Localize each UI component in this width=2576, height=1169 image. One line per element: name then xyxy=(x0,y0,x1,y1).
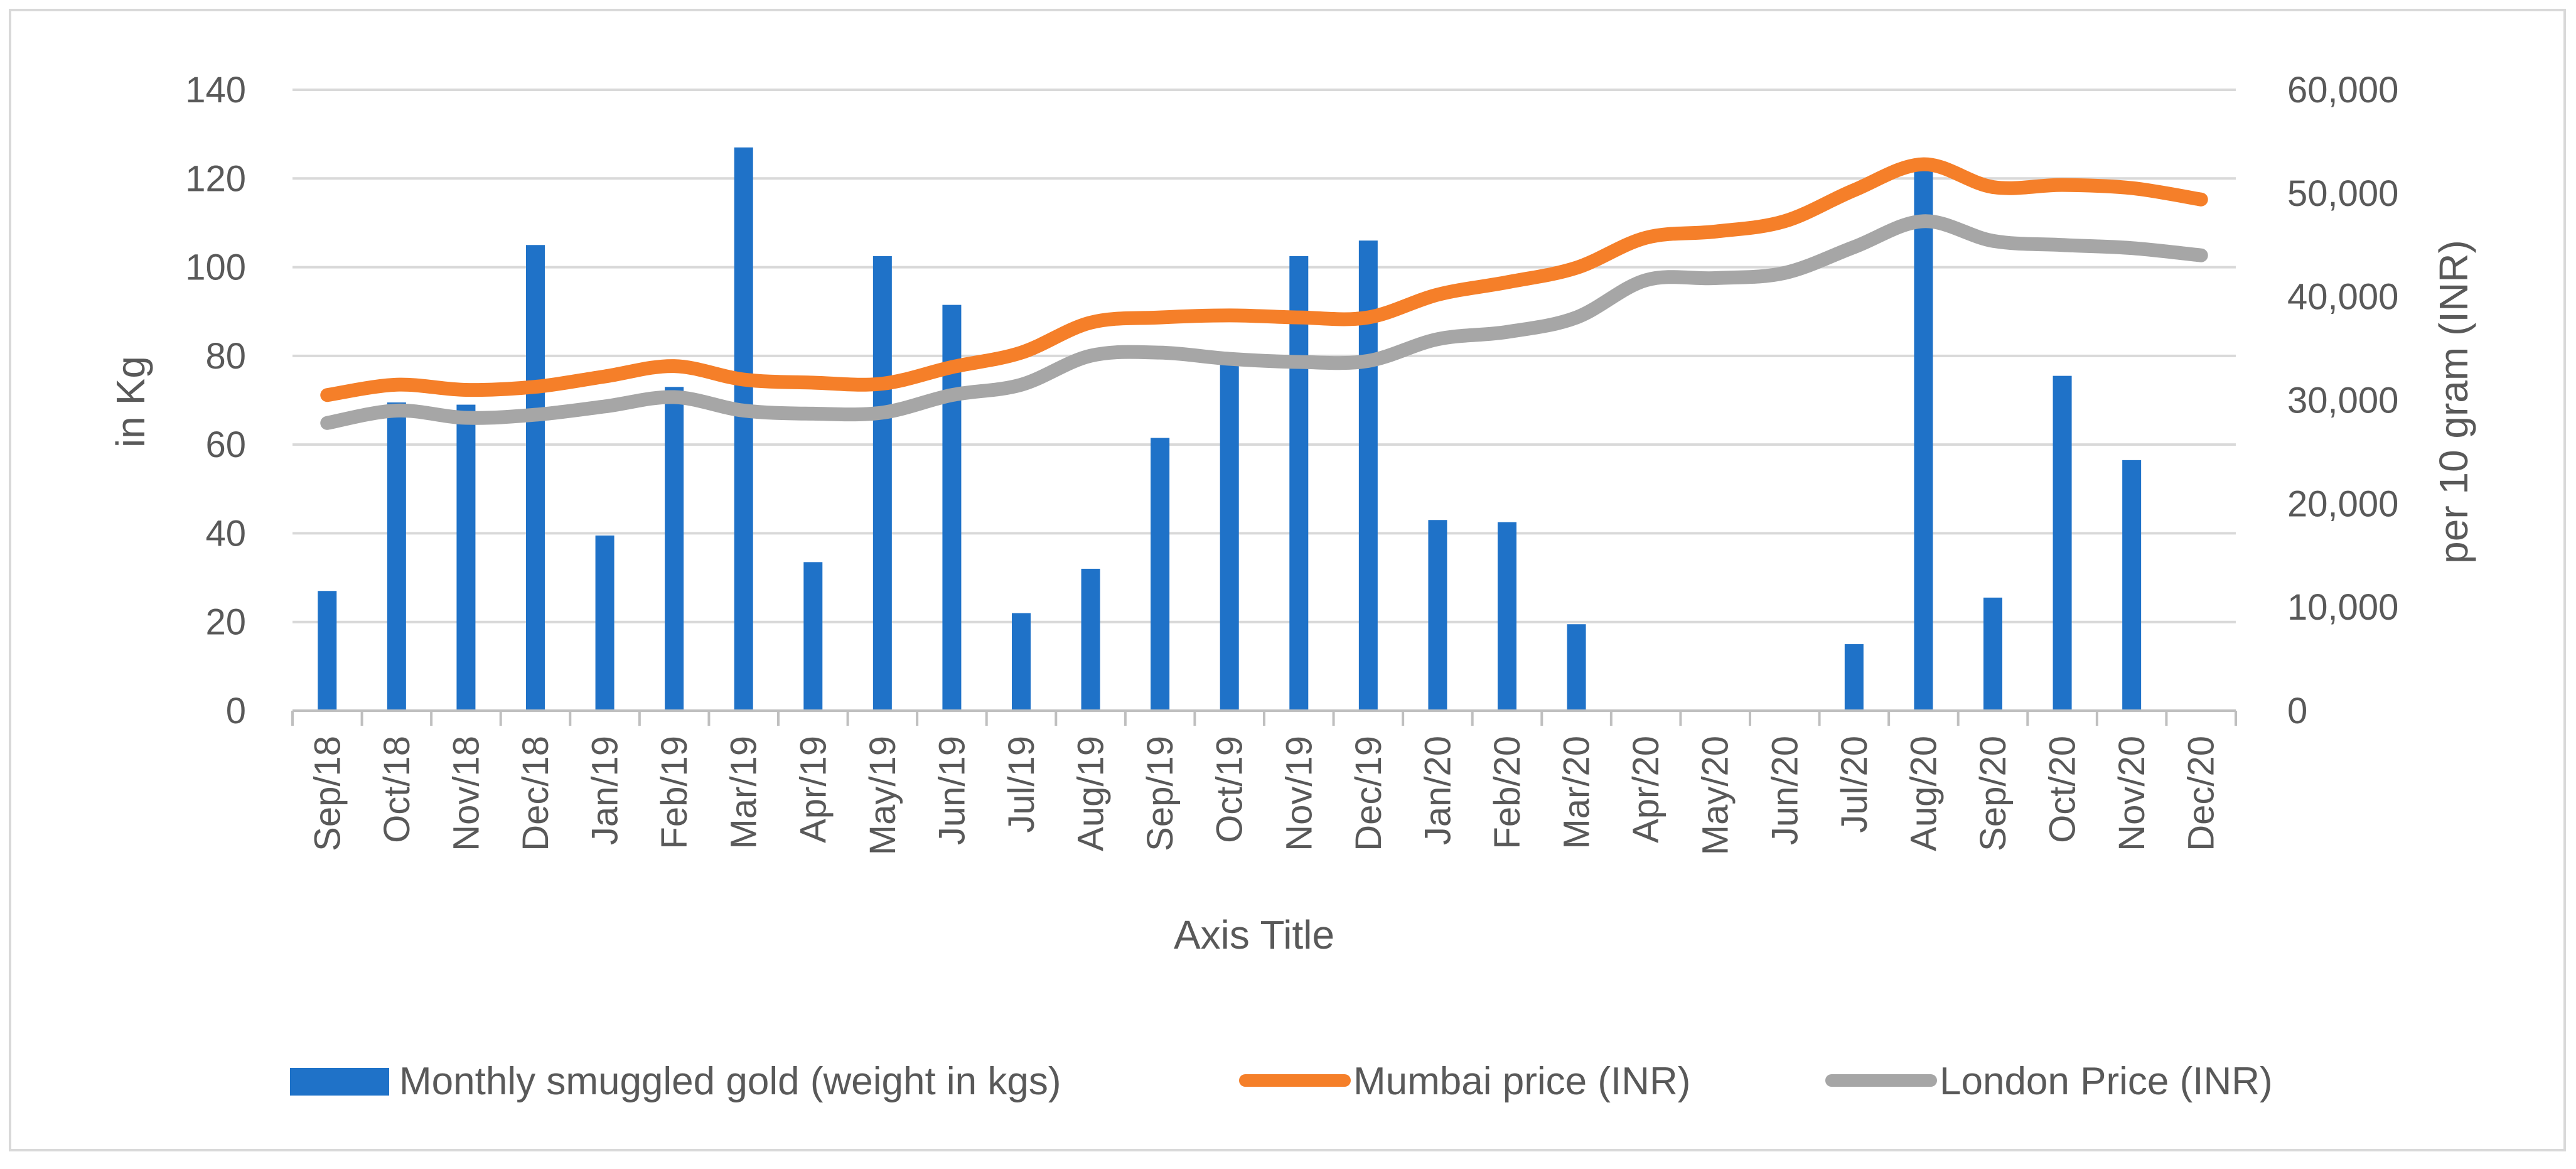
x-tick-label: Dec/20 xyxy=(2181,736,2222,851)
x-tick-label: Aug/19 xyxy=(1071,736,1112,851)
bar-smuggled-gold xyxy=(318,591,337,711)
bar-smuggled-gold xyxy=(1983,597,2002,711)
y-right-tick-label: 20,000 xyxy=(2287,483,2398,524)
bar-smuggled-gold xyxy=(2122,460,2142,711)
x-tick-label: May/20 xyxy=(1695,736,1736,855)
x-tick-label: Nov/20 xyxy=(2112,736,2152,851)
legend-label-mumbai-price: Mumbai price (INR) xyxy=(1353,1060,1690,1103)
x-tick-label: Dec/18 xyxy=(515,736,556,851)
y-axis-left-title: in Kg xyxy=(108,356,153,448)
y-axis-right-title: per 10 gram (INR) xyxy=(2431,240,2476,564)
x-tick-label: Jan/20 xyxy=(1417,736,1458,845)
line-series xyxy=(320,157,2208,430)
x-tick-label: Jun/19 xyxy=(931,736,972,845)
chart-svg: 0 20 40 60 80 100 120 140 0 10,000 20,000 30,000 40,… xyxy=(108,70,2476,1103)
bar-smuggled-gold xyxy=(1498,522,1516,711)
bar-smuggled-gold xyxy=(387,402,406,711)
x-tick-label: Apr/20 xyxy=(1626,736,1666,843)
bar-smuggled-gold xyxy=(1220,362,1239,711)
legend-item-smuggled-gold: Monthly smuggled gold (weight in kgs) xyxy=(290,1060,1061,1103)
x-tick-label: Jun/20 xyxy=(1764,736,1805,845)
y-right-tick-label: 30,000 xyxy=(2287,380,2398,421)
x-tick-label: Nov/18 xyxy=(446,736,486,851)
x-tick-label: Jan/19 xyxy=(585,736,626,845)
legend-swatch-bar xyxy=(290,1068,389,1096)
x-tick-label: Nov/19 xyxy=(1279,736,1319,851)
x-tick-label: Jul/19 xyxy=(1001,736,1042,833)
y-left-tick-label: 0 xyxy=(226,691,246,731)
bar-smuggled-gold xyxy=(872,256,892,711)
bar-smuggled-gold xyxy=(734,147,753,711)
bar-smuggled-gold xyxy=(1428,520,1447,711)
x-tick-label: Feb/19 xyxy=(654,736,695,849)
x-tick-label: Oct/19 xyxy=(1210,736,1250,843)
y-left-tick-label: 140 xyxy=(185,70,246,110)
legend: Monthly smuggled gold (weight in kgs) Mu… xyxy=(290,1060,2273,1103)
bar-smuggled-gold xyxy=(803,562,823,711)
x-tick-label: Feb/20 xyxy=(1487,736,1528,849)
axes xyxy=(291,709,2237,726)
x-tick-label: Mar/20 xyxy=(1557,736,1597,849)
gridlines xyxy=(292,89,2236,623)
y-left-tick-label: 60 xyxy=(205,424,246,465)
x-tick-label: Aug/20 xyxy=(1903,736,1944,851)
y-left-tick-label: 20 xyxy=(205,602,246,643)
y-left-tick-label: 100 xyxy=(185,247,246,288)
x-tick-label: Mar/19 xyxy=(724,736,765,849)
y-right-tick-label: 0 xyxy=(2287,691,2307,731)
bar-smuggled-gold xyxy=(1567,624,1586,711)
bar-smuggled-gold xyxy=(456,404,476,711)
bar-smuggled-gold xyxy=(595,535,614,711)
bar-smuggled-gold xyxy=(1012,613,1031,711)
chart-frame: 0 20 40 60 80 100 120 140 0 10,000 20,000 30,000 40,… xyxy=(9,9,2566,1151)
bar-smuggled-gold xyxy=(1844,644,1864,711)
y-right-tick-label: 50,000 xyxy=(2287,173,2398,214)
legend-label-london-price: London Price (INR) xyxy=(1940,1060,2273,1103)
x-tick-label: Dec/19 xyxy=(1348,736,1389,851)
x-tick-label: Sep/18 xyxy=(307,736,348,851)
y-left-tick-label: 120 xyxy=(185,158,246,199)
legend-item-mumbai-price: Mumbai price (INR) xyxy=(1239,1060,1690,1103)
legend-item-london-price: London Price (INR) xyxy=(1825,1060,2273,1103)
x-tick-label: Apr/19 xyxy=(793,736,834,843)
tick-labels: 0 20 40 60 80 100 120 140 0 10,000 20,000 30,000 40,… xyxy=(185,70,2398,855)
x-tick-label: Sep/20 xyxy=(1973,736,2014,851)
y-left-tick-label: 40 xyxy=(205,513,246,554)
legend-label-smuggled-gold: Monthly smuggled gold (weight in kgs) xyxy=(399,1060,1061,1103)
line-london-price xyxy=(320,214,2208,430)
x-axis-title: Axis Title xyxy=(1174,912,1334,957)
bar-smuggled-gold xyxy=(1081,568,1100,711)
y-right-tick-label: 10,000 xyxy=(2287,587,2398,628)
bar-smuggled-gold xyxy=(1914,161,1933,711)
bar-series xyxy=(318,147,2142,711)
y-right-tick-label: 60,000 xyxy=(2287,70,2398,110)
bar-smuggled-gold xyxy=(2053,375,2072,711)
y-left-tick-label: 80 xyxy=(205,336,246,377)
y-right-tick-label: 40,000 xyxy=(2287,277,2398,318)
x-tick-label: Jul/20 xyxy=(1834,736,1875,833)
bar-smuggled-gold xyxy=(1289,256,1309,711)
bar-smuggled-gold xyxy=(1151,438,1170,711)
x-tick-label: May/19 xyxy=(862,736,903,855)
bar-smuggled-gold xyxy=(665,387,684,711)
line-mumbai-price xyxy=(320,157,2208,402)
x-tick-label: Oct/18 xyxy=(377,736,417,843)
bar-smuggled-gold xyxy=(526,245,545,711)
x-tick-label: Oct/20 xyxy=(2042,736,2083,843)
x-tick-label: Sep/19 xyxy=(1140,736,1181,851)
